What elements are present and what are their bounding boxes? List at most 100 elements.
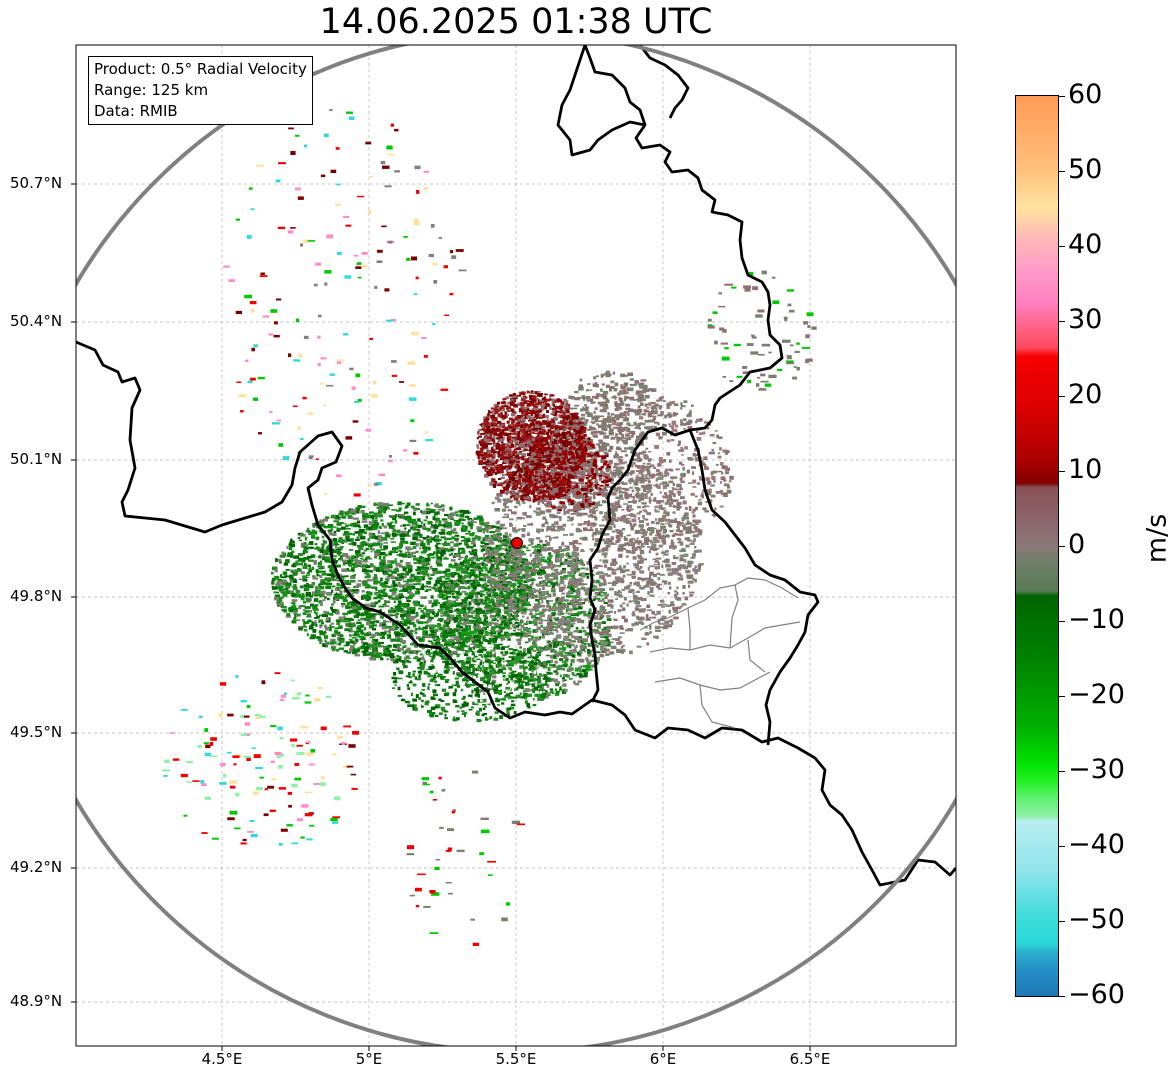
echo-pixel	[476, 710, 480, 715]
echo-pixel	[569, 645, 572, 649]
echo-pixel	[489, 629, 493, 632]
echo-pixel	[534, 697, 539, 701]
echo-pixel	[510, 681, 514, 684]
echo-pixel	[422, 626, 428, 630]
echo-pixel	[574, 674, 578, 677]
echo-pixel	[483, 680, 487, 684]
echo-pixel	[428, 640, 433, 643]
echo-pixel	[353, 522, 358, 525]
echo-pixel	[413, 511, 416, 516]
echo-pixel	[623, 597, 627, 601]
echo-pixel	[536, 668, 540, 673]
echo-pixel	[392, 516, 397, 521]
echo-pixel	[388, 553, 392, 556]
echo-pixel	[510, 562, 514, 565]
echo-pixel	[444, 593, 448, 596]
echo-pixel	[568, 585, 572, 588]
echo-pixel	[494, 508, 501, 512]
echo-pixel	[523, 648, 526, 652]
echo-pixel	[453, 543, 459, 547]
echo-pixel	[546, 671, 552, 675]
echo-pixel	[541, 680, 546, 684]
echo-pixel	[467, 558, 474, 562]
echo-pixel	[350, 623, 356, 627]
echo-pixel	[509, 575, 514, 580]
echo-pixel	[338, 554, 341, 557]
echo-pixel	[436, 563, 443, 567]
echo-pixel	[384, 578, 388, 581]
echo-pixel	[465, 532, 471, 535]
echo-pixel	[479, 577, 483, 581]
echo-pixel	[458, 616, 462, 618]
echo-pixel	[421, 705, 424, 708]
echo-pixel	[367, 613, 371, 615]
echo-pixel	[555, 597, 559, 601]
echo-pixel	[483, 693, 486, 695]
echo-pixel	[590, 457, 597, 460]
echo-pixel	[468, 607, 473, 611]
echo-pixel	[418, 674, 421, 678]
echo-pixel	[673, 616, 679, 620]
echo-pixel	[524, 602, 530, 607]
echo-pixel	[414, 655, 418, 658]
echo-pixel	[524, 688, 530, 692]
echo-pixel	[524, 695, 528, 700]
echo-pixel	[390, 521, 394, 524]
echo-pixel	[520, 632, 525, 636]
echo-pixel	[564, 664, 568, 668]
echo-pixel	[442, 638, 446, 641]
echo-pixel	[440, 700, 445, 702]
echo-pixel	[606, 643, 611, 647]
echo-pixel	[354, 531, 361, 534]
echo-pixel	[568, 665, 571, 670]
echo-pixel	[397, 686, 401, 691]
echo-pixel	[477, 670, 481, 672]
echo-pixel	[388, 569, 392, 573]
echo-pixel	[519, 564, 524, 567]
echo-pixel	[309, 626, 314, 630]
echo-pixel	[450, 552, 453, 556]
echo-pixel	[527, 586, 532, 589]
echo-pixel	[307, 610, 313, 613]
echo-pixel	[298, 539, 302, 542]
echo-pixel	[576, 659, 580, 662]
echo-pixel	[515, 605, 519, 608]
echo-pixel	[538, 674, 543, 677]
echo-pixel	[308, 533, 312, 536]
echo-pixel	[389, 595, 393, 598]
echo-pixel	[498, 596, 502, 600]
echo-pixel	[551, 665, 556, 668]
echo-pixel	[480, 628, 483, 631]
echo-pixel	[513, 629, 516, 632]
echo-pixel	[472, 626, 477, 629]
echo-pixel	[572, 654, 576, 658]
echo-pixel	[426, 635, 433, 639]
echo-pixel	[508, 545, 514, 549]
echo-pixel	[376, 549, 381, 553]
echo-pixel	[330, 570, 337, 574]
echo-pixel	[425, 665, 430, 670]
echo-pixel	[603, 593, 610, 597]
echo-pixel	[381, 584, 387, 588]
echo-pixel	[538, 676, 541, 681]
echo-pixel	[515, 556, 520, 560]
echo-pixel	[457, 613, 461, 616]
echo-pixel	[546, 640, 549, 644]
echo-pixel	[467, 672, 471, 674]
echo-pixel	[396, 636, 400, 641]
echo-pixel	[503, 606, 508, 610]
echo-pixel	[500, 553, 505, 556]
echo-pixel	[561, 576, 566, 580]
echo-pixel	[307, 564, 311, 567]
echo-pixel	[490, 563, 494, 567]
echo-pixel	[370, 602, 375, 606]
echo-pixel	[503, 575, 506, 578]
echo-pixel	[419, 576, 426, 578]
echo-pixel	[495, 672, 500, 676]
echo-pixel	[532, 629, 538, 633]
echo-pixel	[538, 567, 544, 571]
echo-pixel	[393, 568, 399, 573]
echo-pixel	[294, 569, 297, 572]
echo-pixel	[318, 555, 321, 558]
echo-pixel	[474, 592, 478, 596]
